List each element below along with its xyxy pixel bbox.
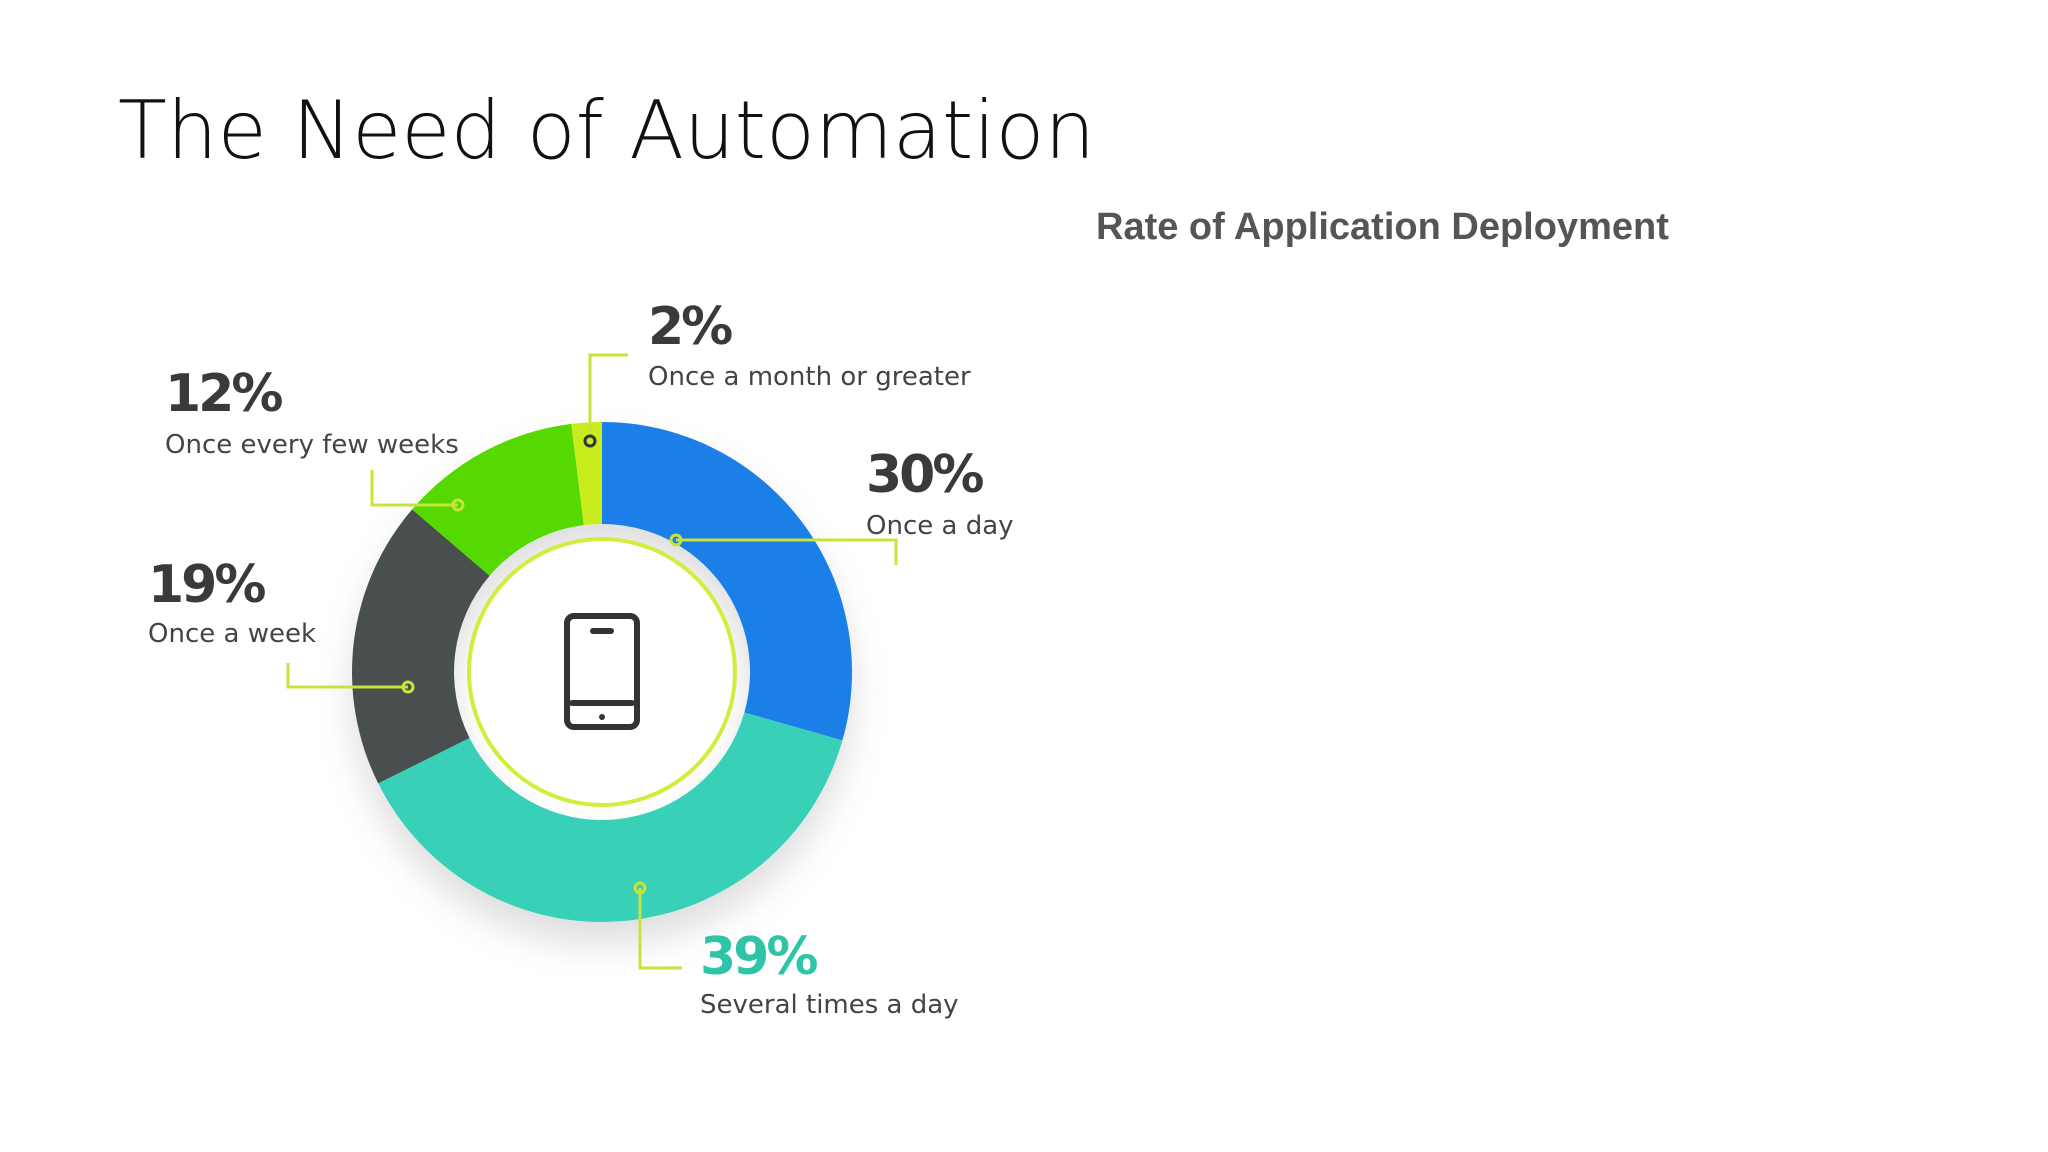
category-label-once-every-few-weeks: Once every few weeks (165, 430, 459, 460)
donut-slices (352, 422, 852, 923)
slice-labels: 30% Once a day 39%Several times a day 19% On… (148, 297, 1014, 1020)
leader-dot-once-every-few-weeks (451, 498, 465, 512)
value-label-once-a-day: 30% (866, 445, 983, 505)
inner-ring (467, 537, 737, 807)
value-label-once-every-few-weeks: 12% (165, 364, 282, 424)
category-label-once-a-day: Once a day (866, 511, 1014, 541)
value-label-once-a-week: 19% (148, 555, 265, 615)
leader-dot-once-a-week (401, 680, 415, 694)
chart-title: Rate of Application Deployment (1096, 206, 1669, 248)
tablet-icon (564, 613, 640, 730)
category-label-once-a-week: Once a week (148, 619, 316, 649)
slide-title: The Need of Automation (118, 84, 1096, 177)
leader-dot-once-a-month-or-greater (583, 434, 597, 448)
category-label-once-a-month-or-greater: Once a month or greater (648, 362, 971, 392)
slice-several-times-a-day (378, 712, 843, 923)
leader-several-times-a-day (638, 888, 682, 970)
leader-once-a-month-or-greater (588, 353, 628, 441)
value-label-once-a-month-or-greater: 2% (648, 297, 732, 357)
leader-dot-several-times-a-day (633, 881, 647, 895)
leader-once-every-few-weeks (370, 470, 458, 507)
slice-once-a-day (602, 422, 852, 741)
leader-once-a-day (676, 538, 898, 565)
category-label-several-times-a-day: Several times a day (700, 990, 959, 1020)
slice-once-a-week (352, 509, 490, 784)
leader-once-a-week (286, 663, 408, 689)
slice-once-every-few-weeks (412, 423, 584, 576)
value-label-several-times-a-day: 39% (700, 927, 817, 987)
slice-once-a-month-or-greater (571, 422, 602, 526)
leader-lines (286, 353, 898, 970)
leader-dot-once-a-day (669, 533, 683, 547)
